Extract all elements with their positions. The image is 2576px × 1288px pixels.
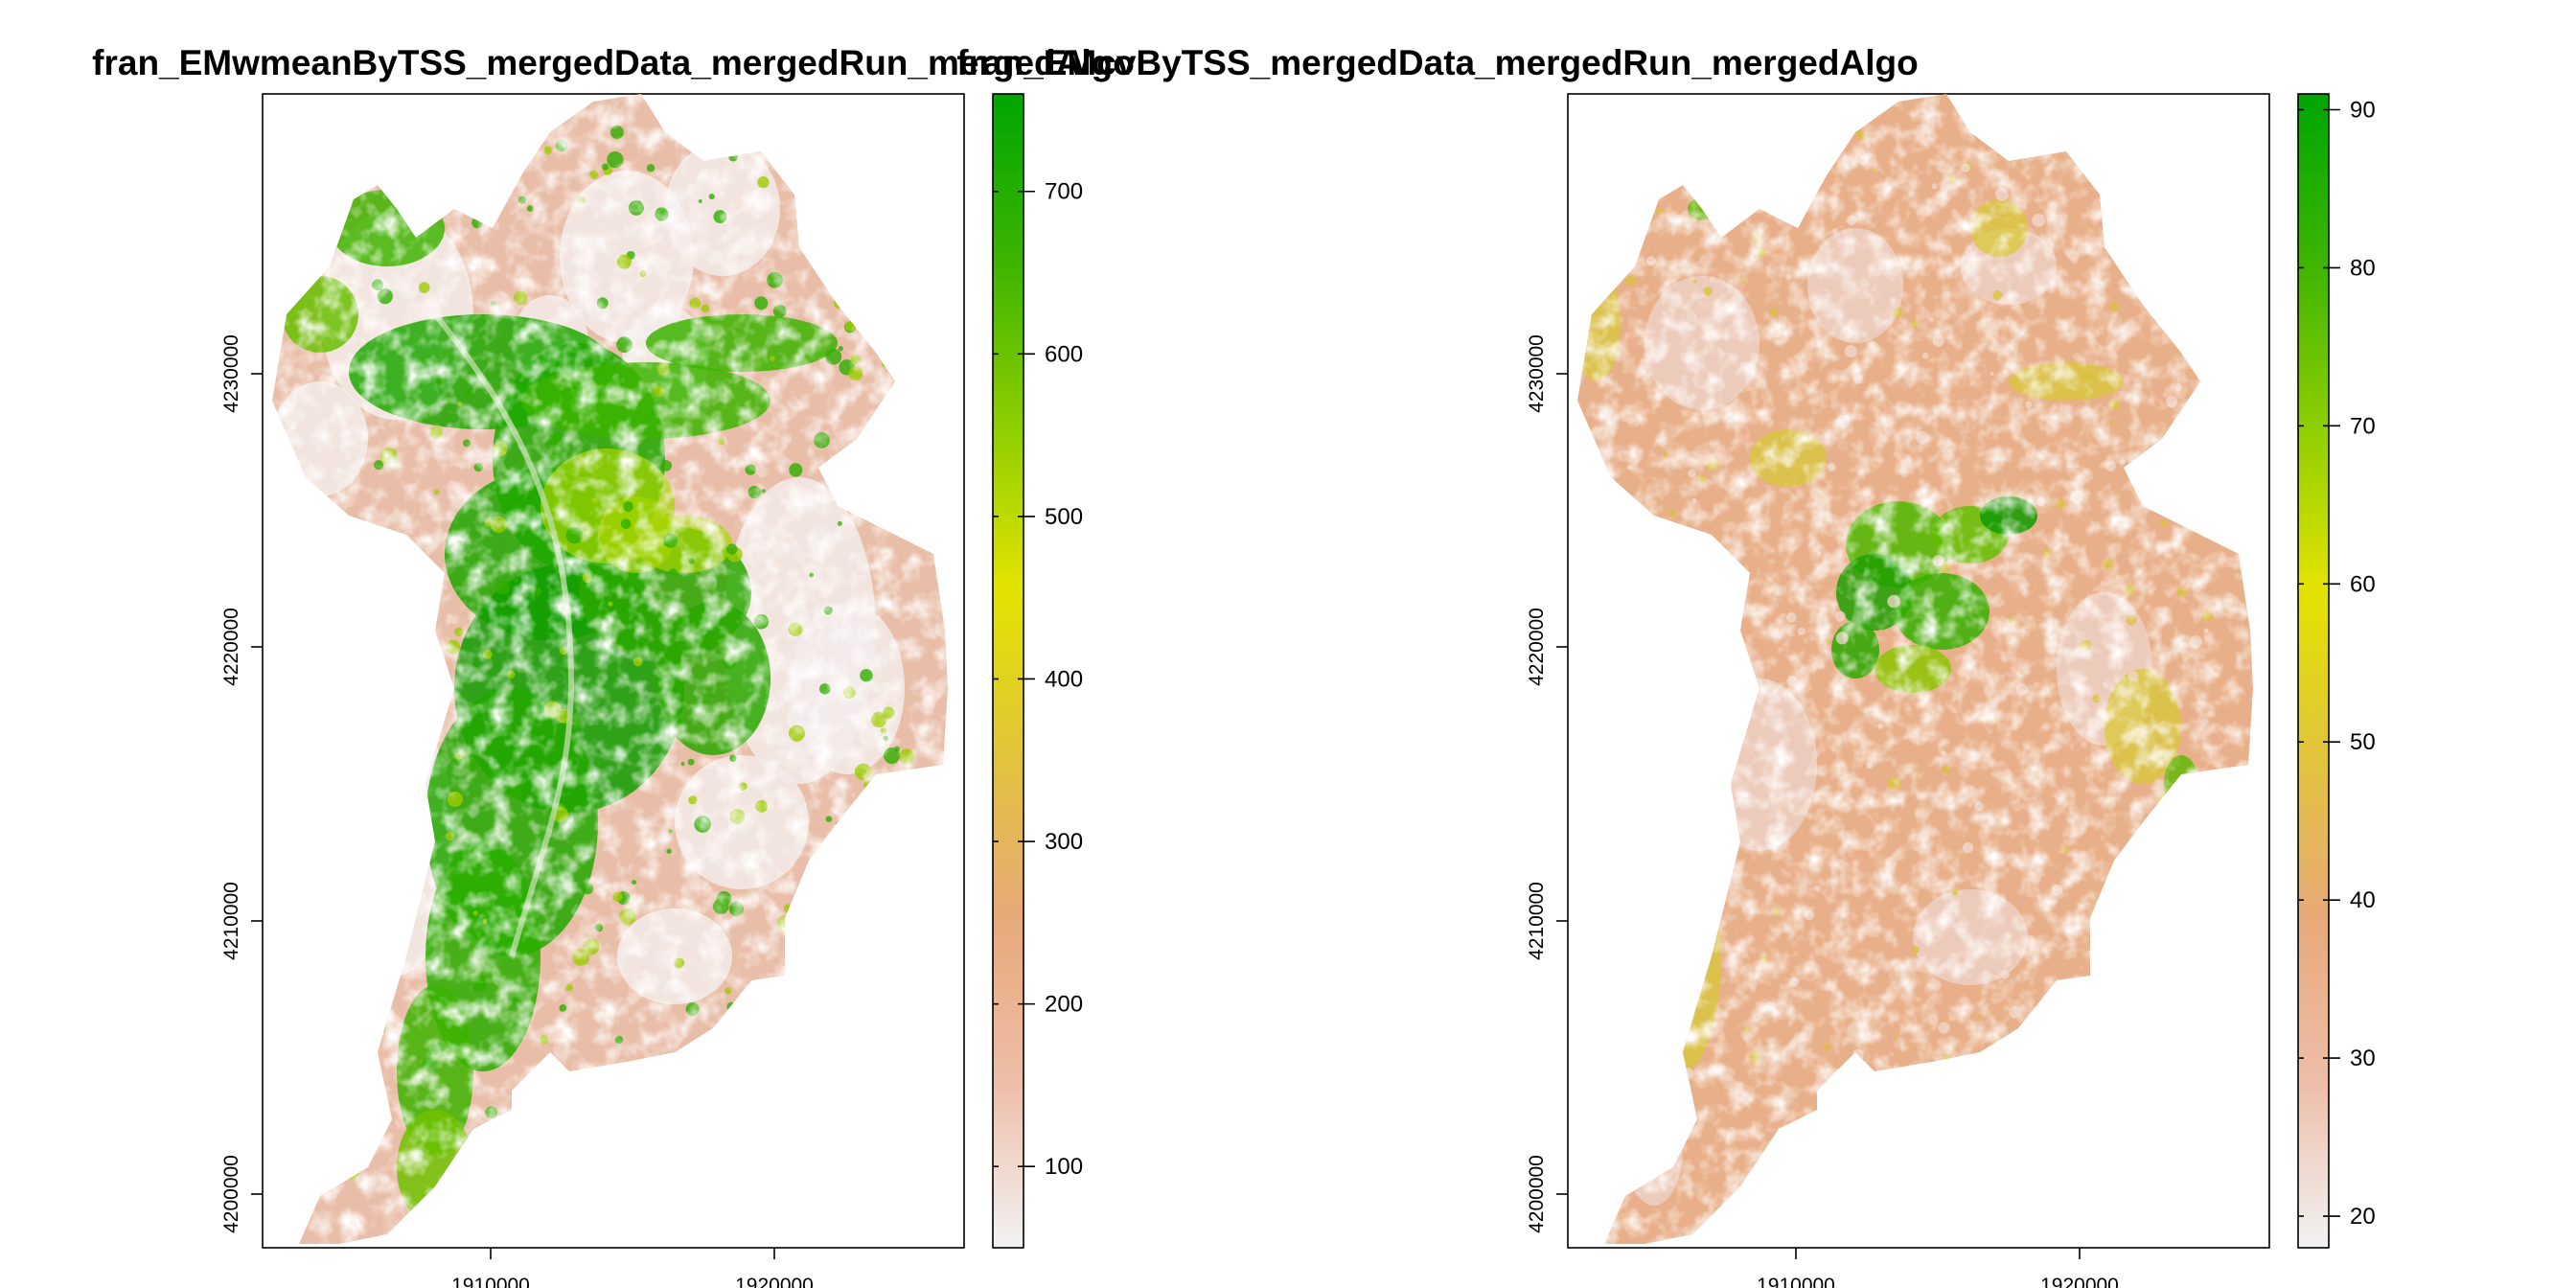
x-tick-label: 1920000 (735, 1275, 814, 1288)
legend-tick-label: 60 (2350, 571, 2376, 597)
map-raster-mean (272, 94, 948, 1244)
legend-tick-label: 30 (2350, 1046, 2376, 1071)
legend-tick-label: 600 (1045, 341, 1083, 367)
legend-tick-label: 300 (1045, 829, 1083, 855)
map-raster-cv (1577, 94, 2253, 1244)
y-tick-label: 4220000 (220, 608, 242, 686)
x-axis-cv: 1910000 1920000 (1757, 1248, 2119, 1288)
legend-tick-label: 500 (1045, 504, 1083, 530)
legend-tick-label: 200 (1045, 992, 1083, 1018)
legend-cv: 20 30 40 50 60 70 80 90 (2297, 93, 2376, 1249)
map-frame-cv (1567, 93, 2270, 1249)
map-panel-mean: fran_EMwmeanByTSS_mergedData_mergedRun_m… (92, 43, 1135, 1288)
y-tick-label: 4200000 (220, 1155, 242, 1233)
y-tick-label: 4210000 (220, 882, 242, 960)
map-panel-cv: fran_EMcvByTSS_mergedData_mergedRun_merg… (956, 43, 2375, 1288)
legend-tick-label: 50 (2350, 729, 2376, 755)
legend-tick-label: 90 (2350, 97, 2376, 123)
map-title-mean: fran_EMwmeanByTSS_mergedData_mergedRun_m… (92, 43, 1135, 82)
legend-tick-label: 100 (1045, 1154, 1083, 1180)
y-tick-label: 4210000 (1526, 882, 1548, 960)
legend-bar-mean (992, 93, 1024, 1249)
legend-mean: 100 200 300 400 500 600 700 (992, 93, 1083, 1249)
y-axis-mean: 4200000 4210000 4220000 4230000 (220, 334, 263, 1233)
y-tick-label: 4230000 (1526, 334, 1548, 413)
legend-tick-label: 20 (2350, 1204, 2376, 1230)
legend-tick-label: 400 (1045, 666, 1083, 692)
legend-tick-label: 700 (1045, 179, 1083, 205)
x-tick-label: 1910000 (451, 1275, 530, 1288)
y-tick-label: 4220000 (1526, 608, 1548, 686)
map-title-cv: fran_EMcvByTSS_mergedData_mergedRun_merg… (956, 43, 1918, 82)
legend-tick-label: 80 (2350, 255, 2376, 281)
legend-tick-label: 40 (2350, 887, 2376, 913)
y-tick-label: 4230000 (220, 334, 242, 413)
map-frame-mean (262, 93, 965, 1249)
y-tick-label: 4200000 (1526, 1155, 1548, 1233)
x-axis-mean: 1910000 1920000 (451, 1248, 814, 1288)
legend-bar-cv (2297, 93, 2330, 1249)
legend-tick-label: 70 (2350, 413, 2376, 439)
x-tick-label: 1920000 (2040, 1275, 2119, 1288)
y-axis-cv: 4200000 4210000 4220000 4230000 (1526, 334, 1568, 1233)
x-tick-label: 1910000 (1757, 1275, 1835, 1288)
